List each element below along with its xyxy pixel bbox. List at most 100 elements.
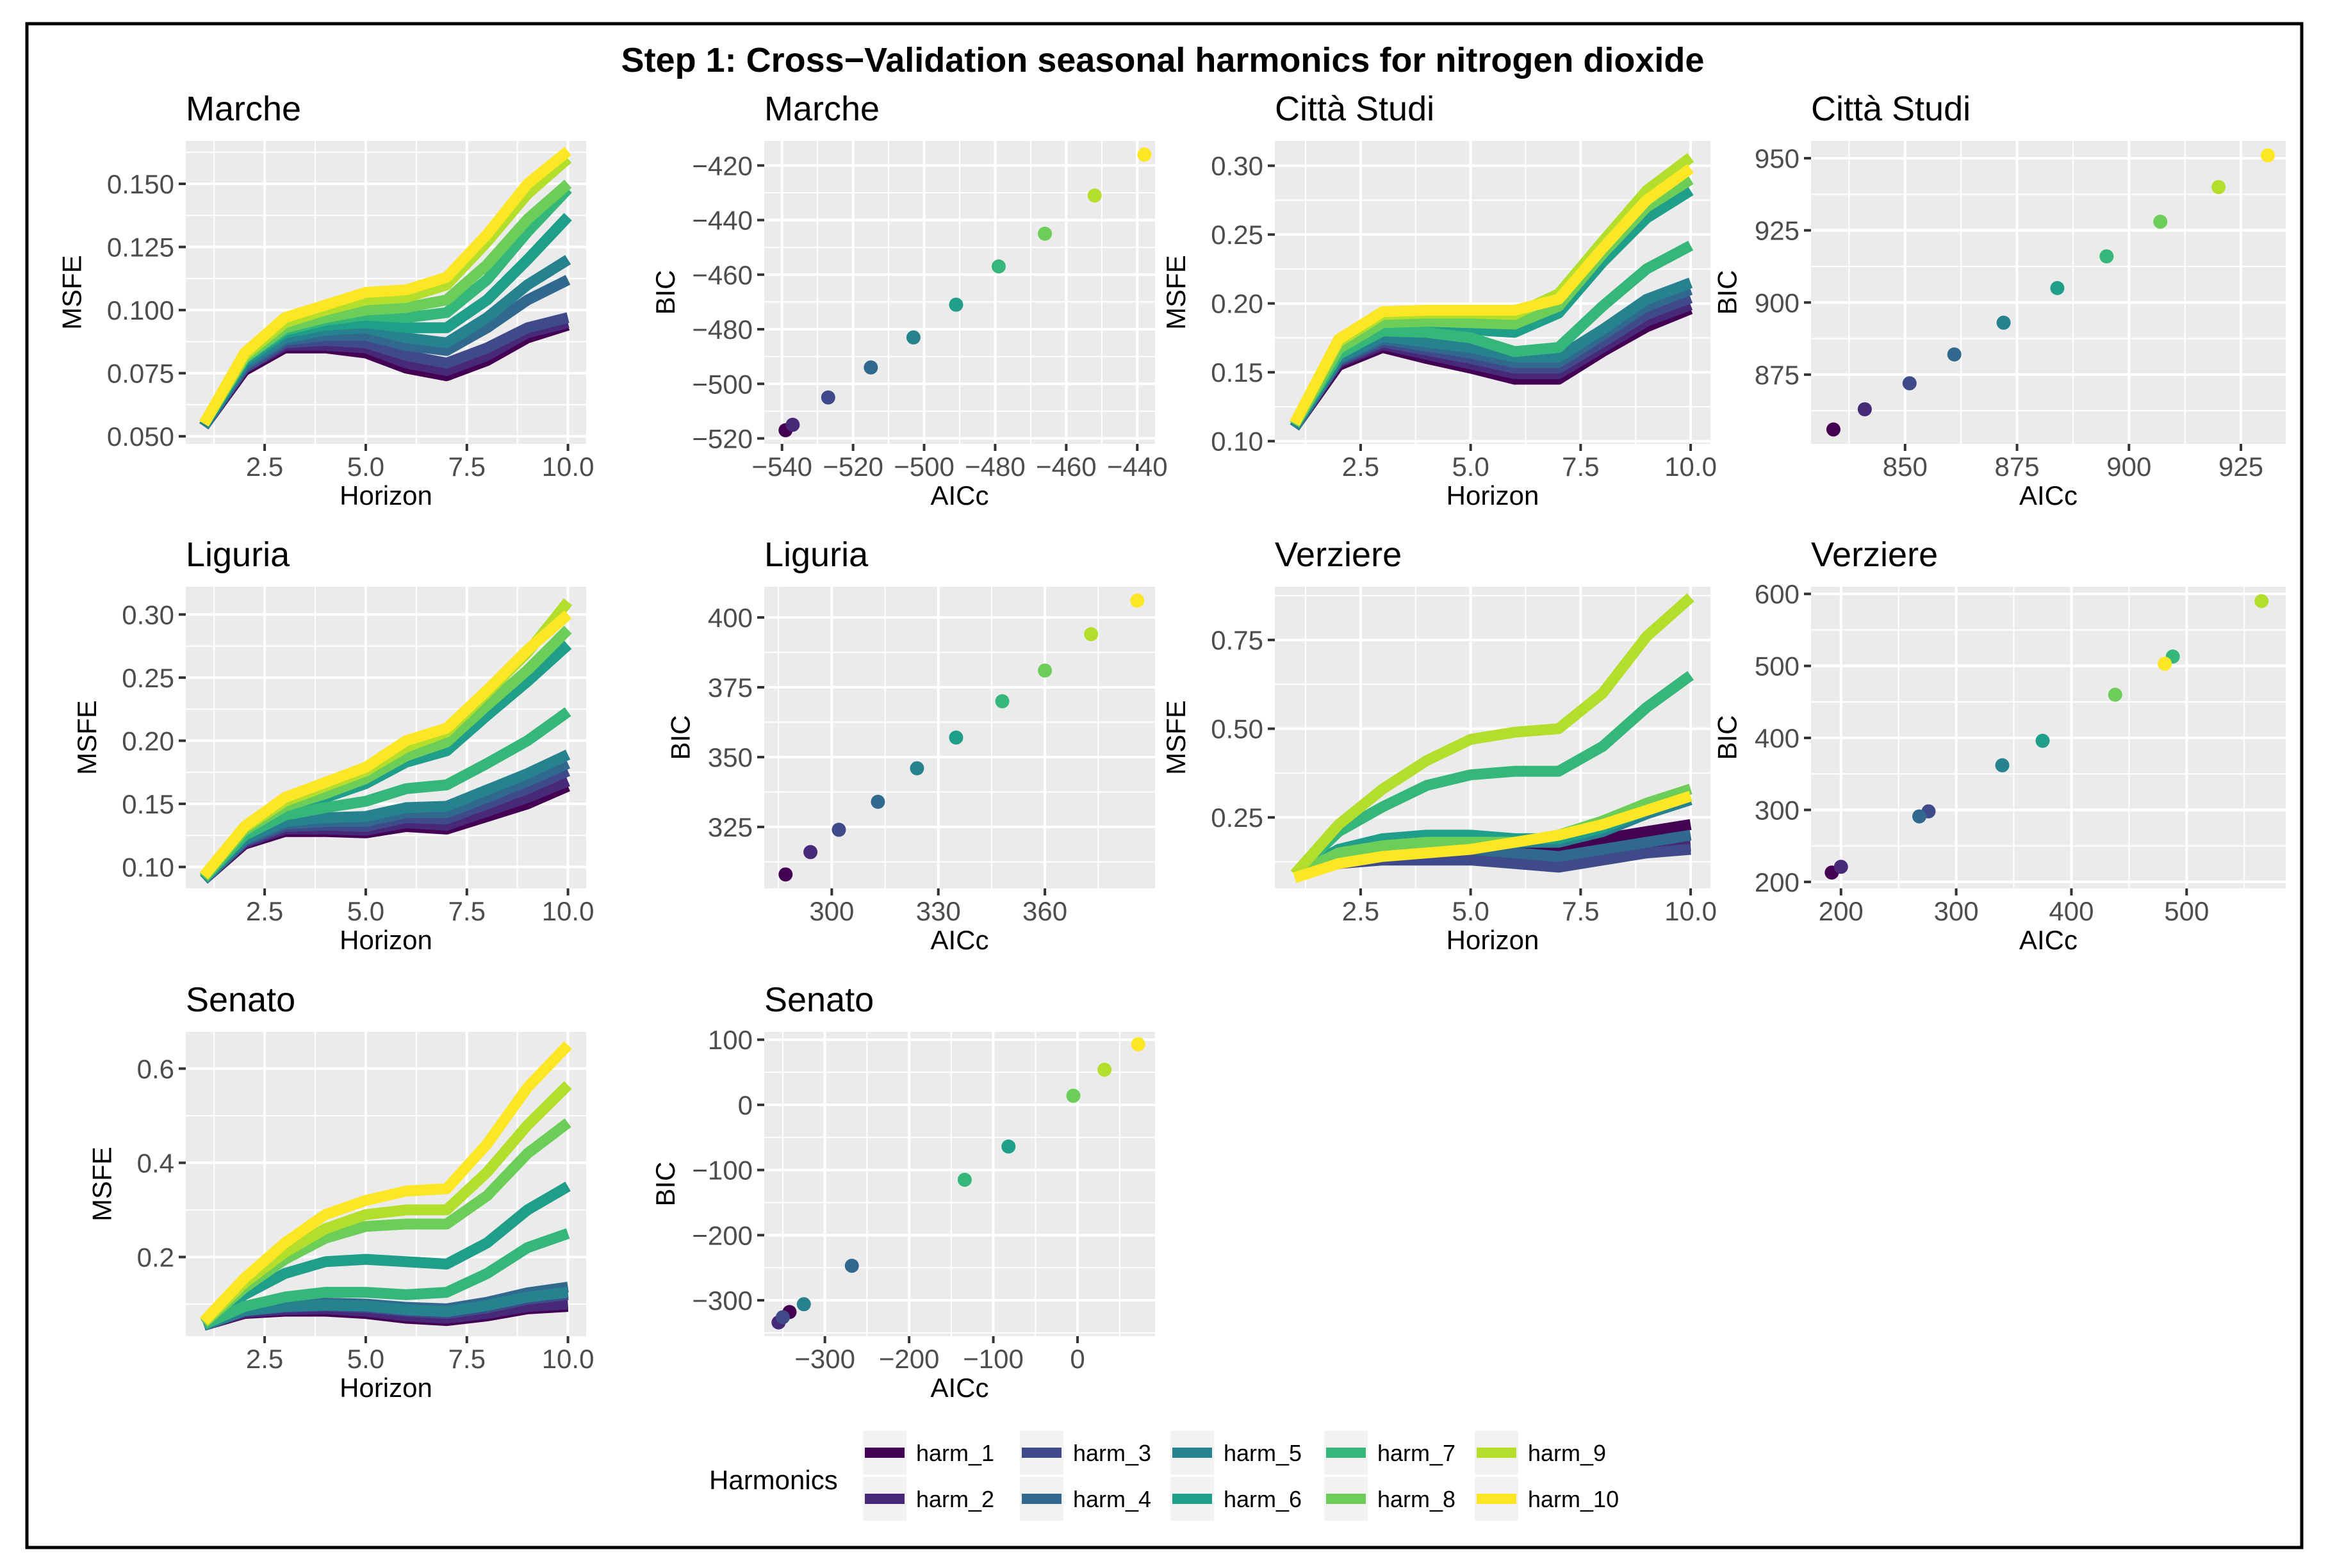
y-tick-label: 0.10 (122, 852, 174, 882)
y-tick-label: 0.150 (107, 169, 174, 199)
y-tick-label: 0.20 (122, 726, 174, 756)
x-tick-label: 5.0 (1452, 452, 1489, 482)
point-harm-7 (995, 694, 1010, 708)
x-tick-label: −480 (965, 452, 1026, 482)
y-axis-label: MSFE (87, 1147, 117, 1221)
x-tick-label: 0 (1070, 1344, 1085, 1374)
panel-title: Verziere (1811, 535, 1938, 574)
y-tick-label: 0 (738, 1090, 753, 1120)
x-tick-label: 2.5 (1342, 896, 1379, 926)
point-harm-5 (1995, 758, 2010, 772)
legend-item-harm-9: harm_9 (1475, 1431, 1606, 1474)
series-line-harm-10 (199, 147, 571, 427)
x-tick-label: 900 (2106, 452, 2151, 482)
panel-2-marche-scatter: −540 −520 −500 −480 −460 −440−520−500−480−460… (650, 90, 1168, 510)
x-tick-label: 10.0 (1664, 896, 1717, 926)
legend: Harmonics harm_1 harm_2 harm_3 harm_4 harm_5… (709, 1431, 1619, 1521)
point-harm-2 (785, 418, 800, 432)
point-harm-8 (2108, 687, 2122, 702)
point-harm-5 (910, 761, 924, 776)
y-tick-label: 950 (1755, 143, 1799, 174)
y-tick-label: 0.2 (137, 1242, 174, 1272)
legend-label: harm_5 (1224, 1440, 1302, 1466)
point-harm-5 (1996, 315, 2011, 330)
point-harm-4 (871, 794, 885, 809)
x-tick-label: 7.5 (448, 896, 486, 926)
point-harm-9 (2211, 180, 2226, 195)
y-tick-label: −460 (692, 260, 753, 290)
x-tick-label: 500 (2164, 896, 2209, 926)
point-harm-5 (796, 1297, 811, 1312)
series-line-harm-7 (1290, 671, 1694, 878)
point-harm-3 (832, 822, 846, 837)
legend-label: harm_4 (1073, 1486, 1151, 1512)
y-axis-label: MSFE (57, 255, 87, 330)
x-tick-label: 7.5 (448, 452, 486, 482)
point-harm-1 (1826, 422, 1840, 437)
x-tick-label: 10.0 (542, 1344, 594, 1374)
point-harm-8 (2153, 215, 2168, 229)
point-harm-1 (778, 867, 793, 882)
y-axis-label: BIC (1712, 270, 1742, 314)
y-tick-label: 0.30 (122, 600, 174, 630)
x-tick-label: 7.5 (1562, 896, 1599, 926)
x-tick-label: 850 (1883, 452, 1928, 482)
y-tick-label: 0.10 (1211, 427, 1263, 457)
point-harm-8 (1038, 663, 1053, 678)
point-harm-6 (1001, 1139, 1016, 1154)
point-harm-9 (1084, 627, 1099, 642)
x-tick-label: 925 (2218, 452, 2263, 482)
panel-title: Marche (764, 90, 880, 128)
series-line-harm-7 (201, 1228, 570, 1330)
y-tick-label: −300 (692, 1286, 753, 1316)
point-harm-9 (2254, 594, 2269, 608)
legend-item-harm-7: harm_7 (1324, 1431, 1455, 1474)
x-tick-label: 5.0 (347, 1344, 384, 1374)
x-tick-label: 2.5 (246, 896, 283, 926)
y-tick-label: −100 (692, 1156, 753, 1186)
x-tick-label: 330 (916, 896, 961, 926)
x-tick-label: 7.5 (448, 1344, 486, 1374)
x-axis-label: AICc (2019, 480, 2078, 510)
point-harm-10 (2158, 657, 2172, 671)
point-harm-6 (949, 730, 963, 745)
y-tick-label: 375 (708, 673, 753, 703)
x-tick-label: 7.5 (1562, 452, 1599, 482)
x-tick-label: 2.5 (1342, 452, 1379, 482)
panel-5-liguria-line: 2.5 5.0 7.5 10.0 0.10 0.15 0.20 0.25 0.30 Liguria… (72, 535, 594, 955)
x-axis-label: Horizon (340, 1373, 432, 1403)
y-tick-label: 0.15 (122, 789, 174, 819)
point-harm-7 (957, 1172, 972, 1187)
point-harm-8 (1066, 1088, 1081, 1103)
x-tick-label: −540 (751, 452, 812, 482)
y-tick-label: −200 (692, 1220, 753, 1250)
legend-label: harm_6 (1224, 1486, 1302, 1512)
x-axis-label: Horizon (1447, 480, 1539, 510)
x-tick-label: 400 (2049, 896, 2094, 926)
point-harm-2 (1833, 860, 1848, 874)
y-tick-label: 0.30 (1211, 151, 1263, 181)
y-tick-label: 0.50 (1211, 714, 1263, 744)
x-tick-label: 5.0 (347, 452, 384, 482)
x-tick-label: 360 (1022, 896, 1067, 926)
y-tick-label: 100 (708, 1025, 753, 1055)
legend-title: Harmonics (709, 1465, 838, 1495)
x-axis-label: AICc (930, 480, 988, 510)
point-harm-3 (821, 390, 835, 405)
panels: 2.5 5.0 7.5 10.00.0500.0750.1000.1250.150Ma… (57, 90, 2286, 1403)
x-tick-label: −300 (794, 1344, 855, 1374)
legend-item-harm-2: harm_2 (863, 1477, 994, 1521)
y-tick-label: 350 (708, 742, 753, 772)
y-tick-label: 400 (1755, 723, 1799, 753)
point-harm-4 (844, 1259, 859, 1273)
legend-label: harm_3 (1073, 1440, 1151, 1466)
point-harm-10 (2261, 148, 2275, 163)
series-line-harm-10 (1293, 790, 1693, 883)
legend-item-harm-6: harm_6 (1170, 1477, 1302, 1521)
series-line-harm-7 (200, 707, 571, 883)
panel-title: Città Studi (1811, 90, 1971, 128)
y-tick-label: 0.25 (1211, 220, 1263, 250)
y-axis-label: MSFE (72, 700, 102, 775)
point-harm-9 (1087, 188, 1102, 203)
